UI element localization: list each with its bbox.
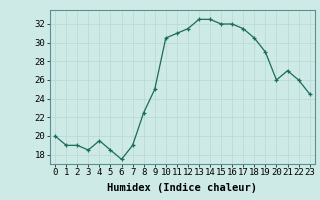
- X-axis label: Humidex (Indice chaleur): Humidex (Indice chaleur): [108, 183, 257, 193]
